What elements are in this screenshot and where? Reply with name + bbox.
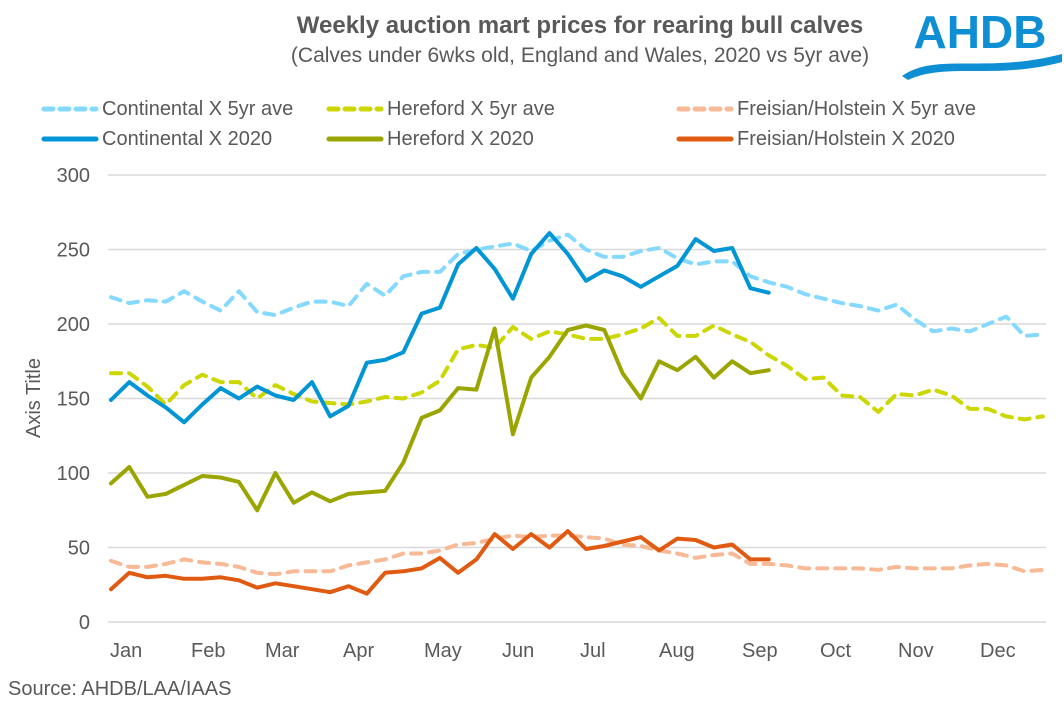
y-tick-label: 200	[57, 314, 90, 336]
x-tick-label-dec: Dec	[980, 640, 1016, 662]
legend-swatch-solid	[41, 136, 99, 142]
x-tick-label-jan: Jan	[110, 640, 142, 662]
gridlines	[108, 174, 1046, 623]
y-tick-label: 300	[57, 165, 90, 187]
source-note: Source: AHDB/LAA/IAAS	[8, 678, 232, 700]
y-tick-label: 100	[57, 463, 90, 485]
legend-swatch-dashed	[326, 106, 384, 112]
legend-item-hereford-5yr[interactable]: Hereford X 5yr ave	[325, 94, 555, 124]
legend-item-freisian-5yr[interactable]: Freisian/Holstein X 5yr ave	[675, 94, 976, 124]
series-lines	[109, 231, 1045, 596]
x-tick-label-sep: Sep	[742, 640, 778, 662]
y-tick-label: 0	[79, 612, 90, 634]
legend-swatch-dashed	[41, 106, 99, 112]
series-line-hereford-x-5yr-ave	[109, 316, 1045, 422]
legend-swatch-dashed	[676, 106, 734, 112]
legend-item-freisian-2020[interactable]: Freisian/Holstein X 2020	[675, 124, 955, 154]
ahdb-logo: AHDB	[902, 6, 1062, 80]
legend-swatch-solid	[676, 136, 734, 142]
legend-label: Freisian/Holstein X 5yr ave	[737, 97, 976, 120]
x-tick-label-may: May	[424, 640, 462, 662]
chart-title: Weekly auction mart prices for rearing b…	[296, 12, 864, 39]
y-tick-label: 250	[57, 240, 90, 262]
series-line-freisian-holstein-x-5yr-ave	[109, 533, 1045, 577]
chart-subtitle: (Calves under 6wks old, England and Wale…	[290, 44, 870, 67]
y-axis-title: Axis Title	[23, 358, 45, 438]
legend-label: Continental X 2020	[102, 127, 273, 150]
x-tick-label-jun: Jun	[502, 640, 534, 662]
x-tick-label-jul: Jul	[580, 640, 606, 662]
series-line-continental-x-2020	[109, 231, 771, 425]
logo-text: AHDB	[914, 6, 1047, 58]
legend-label: Freisian/Holstein X 2020	[737, 127, 955, 150]
legend-item-hereford-2020[interactable]: Hereford X 2020	[325, 124, 534, 154]
logo-wave-icon	[902, 54, 1062, 80]
x-tick-label-mar: Mar	[265, 640, 300, 662]
x-tick-label-oct: Oct	[820, 640, 852, 662]
y-tick-label: 150	[57, 389, 90, 411]
series-line-hereford-x-2020	[109, 323, 771, 513]
legend-label: Hereford X 2020	[387, 127, 534, 150]
legend-swatch-solid	[326, 136, 384, 142]
x-tick-label-apr: Apr	[343, 640, 374, 662]
x-tick-label-nov: Nov	[898, 640, 934, 662]
x-axis-ticks: Jan Feb Mar Apr May Jun Jul Aug Sep Oct Nov Dec	[110, 640, 1016, 662]
legend-item-continental-2020[interactable]: Continental X 2020	[40, 124, 272, 154]
x-tick-label-feb: Feb	[191, 640, 225, 662]
legend: Continental X 5yr ave Continental X 2020…	[0, 94, 1064, 158]
y-tick-label: 50	[68, 538, 90, 560]
x-tick-label-aug: Aug	[659, 640, 695, 662]
legend-item-continental-5yr[interactable]: Continental X 5yr ave	[40, 94, 293, 124]
series-line-continental-x-5yr-ave	[109, 232, 1045, 338]
legend-label: Hereford X 5yr ave	[387, 97, 555, 120]
legend-label: Continental X 5yr ave	[102, 97, 294, 120]
y-axis-ticks: 0 50 100 150 200 250 300	[57, 165, 90, 634]
series-line-freisian-holstein-x-2020	[109, 529, 771, 596]
